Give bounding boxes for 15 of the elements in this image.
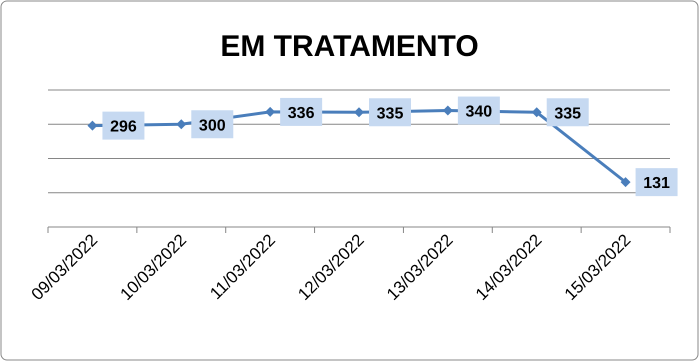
point	[176, 119, 186, 130]
data-label: 336	[288, 104, 315, 122]
data-label: 335	[554, 105, 582, 122]
data-label: 340	[466, 104, 492, 121]
data-label: 296	[110, 118, 137, 136]
point	[354, 107, 364, 118]
chart-title: EM TRATAMENTO	[220, 30, 479, 63]
point	[620, 177, 631, 188]
data-label: 335	[376, 105, 404, 122]
point	[442, 106, 453, 116]
point	[265, 106, 276, 117]
data-label: 131	[643, 175, 670, 192]
point	[532, 107, 542, 118]
point	[87, 120, 98, 131]
data-label: 300	[198, 117, 226, 134]
